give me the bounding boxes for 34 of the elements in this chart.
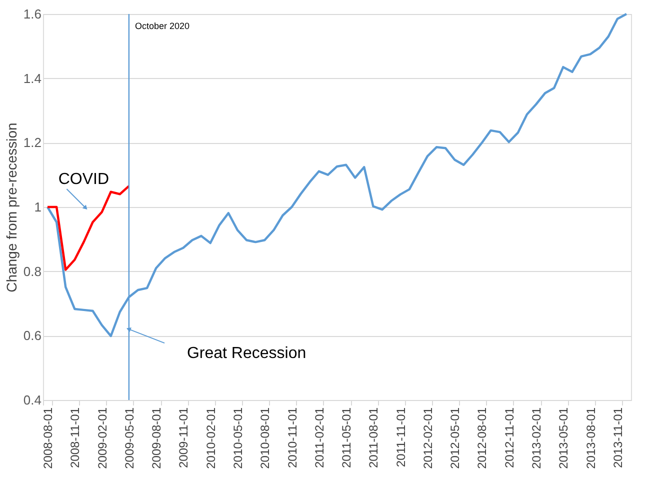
x-tick-label: 2012-11-01	[502, 407, 516, 468]
y-tick-label: 0.4	[23, 392, 42, 408]
y-tick-label: 0.6	[23, 328, 42, 344]
y-tick-label: 1.4	[23, 70, 42, 86]
x-tick-label: 2009-02-01	[95, 407, 110, 469]
ref-line-label: October 2020	[134, 21, 190, 31]
x-tick-label: 2009-11-01	[176, 407, 191, 468]
annotation: COVID	[58, 171, 110, 188]
x-tick-label: 2013-05-01	[556, 407, 571, 469]
y-axis-title: Change from pre-recession	[3, 122, 20, 292]
x-tick-label: 2009-05-01	[122, 407, 136, 469]
x-tick-label: 2010-11-01	[285, 407, 300, 468]
x-tick-label: 2012-05-01	[448, 407, 462, 469]
x-tick-label: 2009-08-01	[150, 407, 164, 469]
y-tick-label: 1.2	[23, 135, 42, 150]
x-tick-label: 2013-08-01	[584, 407, 598, 469]
x-tick-label: 2012-02-01	[420, 407, 435, 469]
y-tick-label: 1	[34, 200, 42, 214]
line-series	[46, 184, 130, 271]
x-tick-label: 2008-08-01	[41, 407, 56, 469]
x-tick-label: 2010-05-01	[230, 407, 245, 469]
y-tick-label: 0.8	[23, 264, 42, 279]
x-tick-label: 2010-02-01	[204, 407, 218, 469]
x-tick-label: 2011-02-01	[312, 407, 326, 468]
x-tick-label: 2013-02-01	[530, 407, 544, 469]
x-tick-label: 2011-08-01	[366, 407, 381, 468]
x-tick-label: 2008-11-01	[68, 407, 82, 468]
y-tick-label: 1.6	[23, 6, 42, 22]
annotation: Great Recession	[186, 345, 306, 362]
x-tick-label: 2012-08-01	[475, 407, 490, 469]
x-tick-label: 2011-11-01	[394, 407, 408, 468]
x-tick-label: 2011-05-01	[340, 407, 354, 468]
x-tick-label: 2010-08-01	[258, 407, 272, 469]
x-tick-label: 2013-11-01	[610, 407, 625, 468]
